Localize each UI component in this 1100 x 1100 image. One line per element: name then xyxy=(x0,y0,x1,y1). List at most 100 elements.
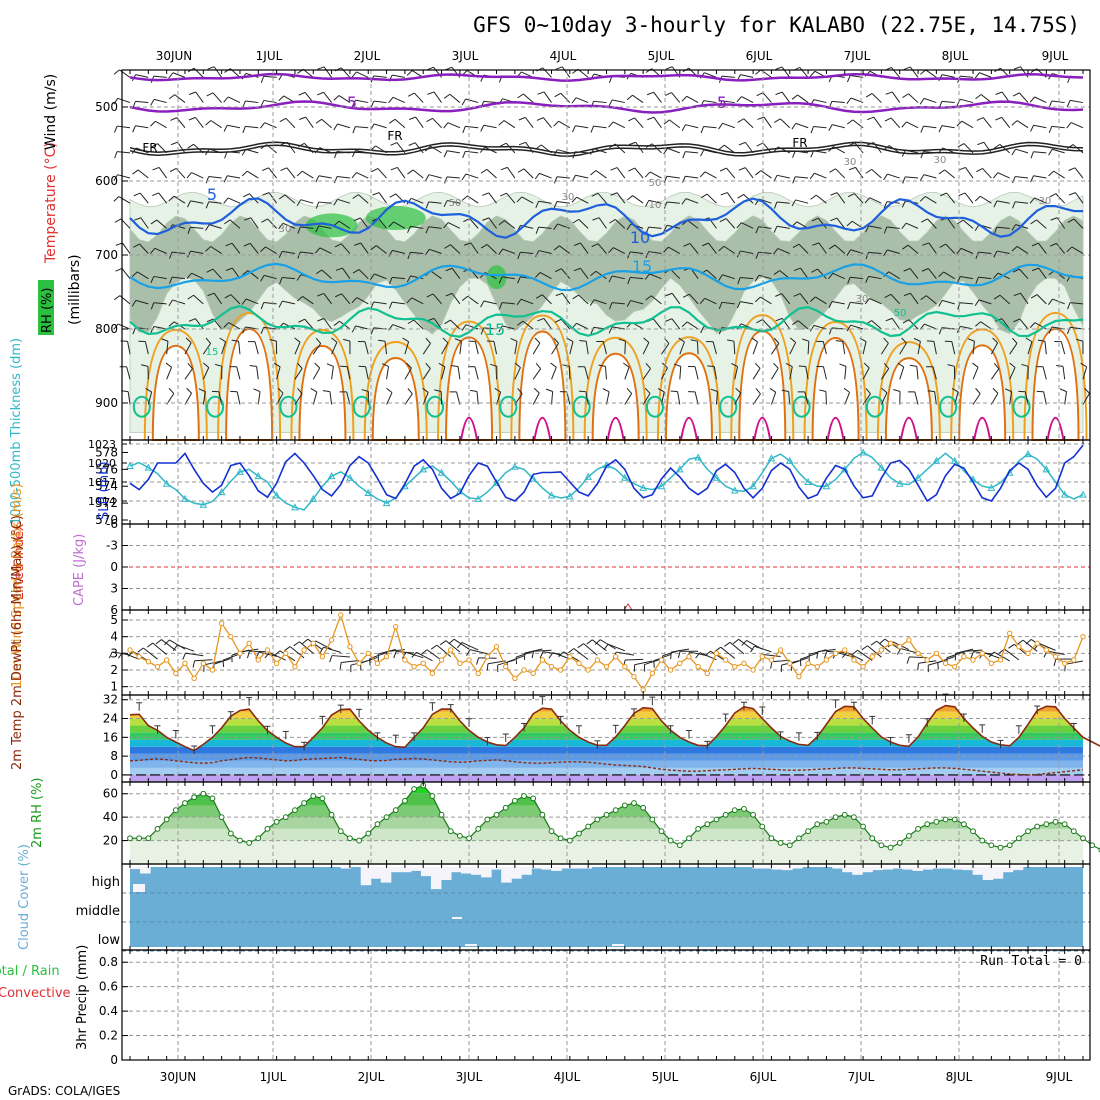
upper-wind-barb xyxy=(461,173,467,181)
wind-speed-point xyxy=(530,670,536,677)
upper-wind-barb xyxy=(905,176,919,179)
upper-wind-barb xyxy=(812,242,820,246)
surface-wind-barb xyxy=(108,651,113,659)
upper-wind-barb xyxy=(462,151,466,158)
upper-wind-barb xyxy=(261,167,269,172)
upper-wind-barb xyxy=(113,125,118,133)
upper-wind-barb xyxy=(1016,120,1029,129)
upper-wind-barb xyxy=(260,76,265,83)
cloud-gap-high xyxy=(992,867,1004,879)
upper-wind-barb xyxy=(498,120,505,126)
upper-wind-barb xyxy=(461,195,468,201)
upper-wind-barb xyxy=(707,365,715,368)
upper-wind-barb xyxy=(1009,343,1018,355)
upper-wind-barb xyxy=(983,141,992,154)
upper-wind-barb xyxy=(887,173,900,179)
upper-wind-barb xyxy=(815,296,827,305)
upper-wind-barb xyxy=(610,192,618,196)
upper-wind-barb xyxy=(517,320,524,326)
cloud-gap-high xyxy=(842,867,853,873)
thickness-point xyxy=(584,472,593,480)
upper-wind-barb xyxy=(390,142,398,146)
upper-wind-barb xyxy=(770,392,777,405)
upper-wind-barb xyxy=(263,274,277,280)
contour-label: 50 xyxy=(894,308,907,319)
upper-wind-barb xyxy=(476,391,479,405)
upper-wind-barb xyxy=(1011,120,1018,126)
upper-wind-barb xyxy=(703,126,717,129)
surface-wind-barb xyxy=(1004,648,1020,661)
upper-wind-barb xyxy=(304,318,314,330)
cape-mark xyxy=(623,603,633,611)
upper-wind-barb xyxy=(743,118,754,129)
thickness-slp-panel: 57057257457657810141017102010231000-500m… xyxy=(9,338,1091,527)
upper-wind-barb xyxy=(847,193,855,198)
upper-wind-barb xyxy=(165,362,172,368)
upper-wind-barb xyxy=(846,249,852,256)
cloud-level-middle: middle xyxy=(76,904,120,919)
temperature-contour-20 xyxy=(290,329,355,441)
upper-wind-barb xyxy=(975,94,982,100)
upper-wind-barb xyxy=(980,195,992,204)
upper-wind-barb xyxy=(715,391,718,405)
upper-wind-barb xyxy=(193,294,204,305)
upper-wind-barb xyxy=(706,269,717,280)
upper-wind-barb xyxy=(156,219,167,229)
upper-wind-barb xyxy=(242,100,246,108)
upper-wind-barb xyxy=(133,192,141,197)
upper-wind-barb xyxy=(210,120,222,129)
upper-wind-barb xyxy=(229,219,241,229)
contour-label: 30 xyxy=(1039,196,1052,207)
wind-speed-point xyxy=(557,667,564,673)
surface-wind-barb xyxy=(155,639,162,645)
upper-wind-barb xyxy=(649,171,662,179)
upper-wind-barb xyxy=(150,326,155,333)
upper-wind-barb xyxy=(648,199,662,204)
boundary-layer-bubble xyxy=(664,352,713,441)
upper-wind-barb xyxy=(938,300,943,307)
upper-wind-barb xyxy=(885,91,893,95)
upper-wind-barb xyxy=(404,367,412,380)
temperature-contour-25 xyxy=(533,417,552,441)
upper-wind-barb xyxy=(917,341,921,355)
upper-wind-barb xyxy=(1027,341,1033,355)
wind-speed-point xyxy=(924,657,930,663)
upper-wind-barb xyxy=(996,250,1010,255)
cloud-gap-high xyxy=(832,867,843,869)
surface-wind-barb xyxy=(466,649,471,656)
temperature-contour-15-cell xyxy=(719,395,738,418)
upper-wind-barb xyxy=(150,302,155,310)
upper-wind-barb xyxy=(1075,192,1084,204)
upper-wind-barb xyxy=(848,166,856,171)
upper-wind-barb xyxy=(792,243,800,248)
rh-point xyxy=(1061,821,1068,828)
upper-wind-barb xyxy=(775,91,783,96)
upper-wind-barb xyxy=(447,122,461,129)
upper-wind-barb xyxy=(404,341,410,355)
upper-wind-barb xyxy=(331,342,338,355)
wind-speed-point xyxy=(1080,633,1086,640)
surface-wind-barb xyxy=(329,655,333,663)
upper-wind-barb xyxy=(643,337,650,343)
wind-speed-point xyxy=(814,663,820,670)
upper-wind-barb xyxy=(1031,242,1039,247)
upper-wind-barb xyxy=(1066,100,1071,107)
wind-speed-point xyxy=(658,657,665,663)
upper-wind-barb xyxy=(1034,322,1047,330)
upper-wind-barb xyxy=(1043,391,1047,405)
upper-wind-barb xyxy=(284,194,296,204)
upper-wind-barb xyxy=(881,387,888,394)
upper-wind-barb xyxy=(1018,92,1029,103)
upper-wind-barb xyxy=(410,197,424,204)
wind-speed-point xyxy=(1025,650,1031,657)
rh-point xyxy=(915,825,921,832)
upper-wind-barb xyxy=(514,362,521,368)
upper-wind-barb xyxy=(187,200,191,208)
upper-wind-barb xyxy=(480,168,488,174)
upper-wind-barb xyxy=(704,72,717,78)
upper-wind-barb xyxy=(710,388,718,392)
upper-wind-barb xyxy=(855,167,864,179)
surface-wind-barb xyxy=(323,646,341,653)
upper-wind-barb xyxy=(1029,322,1036,328)
